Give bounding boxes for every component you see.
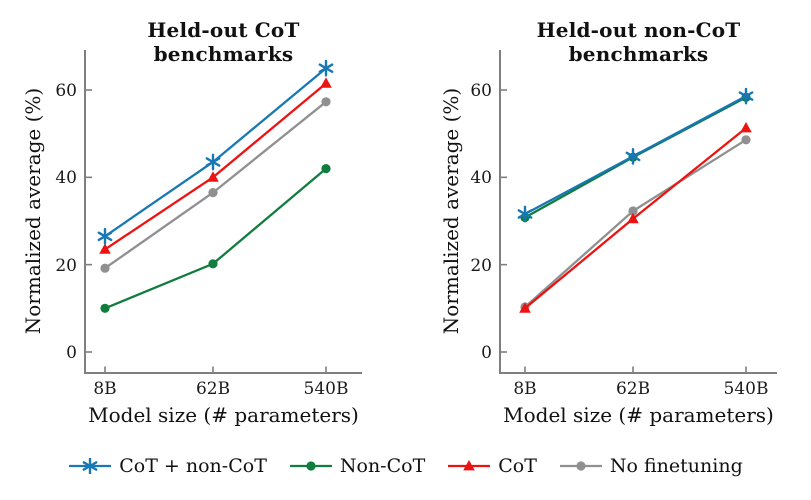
chart-title-right: Held-out non-CoT benchmarks <box>536 18 741 66</box>
y-tick-label: 60 <box>55 81 77 101</box>
series-group-left <box>97 59 334 313</box>
y-tick-label: 0 <box>66 343 77 363</box>
y-tick-label: 60 <box>470 81 492 101</box>
legend-item-no-finetuning: No finetuning <box>559 455 743 477</box>
plot-canvas: 0 20 40 60 8B 62B 540B 0 20 40 60 8B 62B… <box>55 50 777 399</box>
y-tick-label: 20 <box>55 256 77 276</box>
legend: CoT + non-CoT Non-CoT CoT No finetuning <box>0 455 811 477</box>
y-tick-label: 40 <box>55 168 77 188</box>
legend-item-cot-plus-noncot: CoT + non-CoT <box>68 455 267 477</box>
legend-marker-circle-icon <box>559 461 602 471</box>
legend-item-label: No finetuning <box>609 455 743 477</box>
x-axis-label-left: Model size (# parameters) <box>88 403 359 427</box>
x-tick-label: 540B <box>304 379 349 399</box>
x-tick-label: 540B <box>724 379 769 399</box>
legend-item-label: CoT <box>498 455 537 477</box>
legend-item-label: Non-CoT <box>339 455 426 477</box>
legend-marker-triangle-icon <box>448 460 491 471</box>
x-tick-label: 62B <box>616 379 650 399</box>
chart-title-left: Held-out CoT benchmarks <box>147 18 300 66</box>
legend-item-cot: CoT <box>447 455 537 477</box>
axis-ticks <box>86 89 747 372</box>
x-tick-label: 62B <box>196 379 230 399</box>
y-tick-label: 20 <box>470 256 492 276</box>
x-tick-label: 8B <box>513 379 536 399</box>
y-tick-label: 40 <box>470 168 492 188</box>
legend-marker-circle-icon <box>289 461 332 471</box>
series-group-right <box>517 87 754 313</box>
x-axis-label-right: Model size (# parameters) <box>503 403 774 427</box>
y-tick-label: 0 <box>481 343 492 363</box>
legend-marker-star-icon <box>69 458 112 474</box>
legend-item-label: CoT + non-CoT <box>119 455 267 477</box>
legend-item-noncot: Non-CoT <box>289 455 425 477</box>
x-tick-label: 8B <box>93 379 116 399</box>
